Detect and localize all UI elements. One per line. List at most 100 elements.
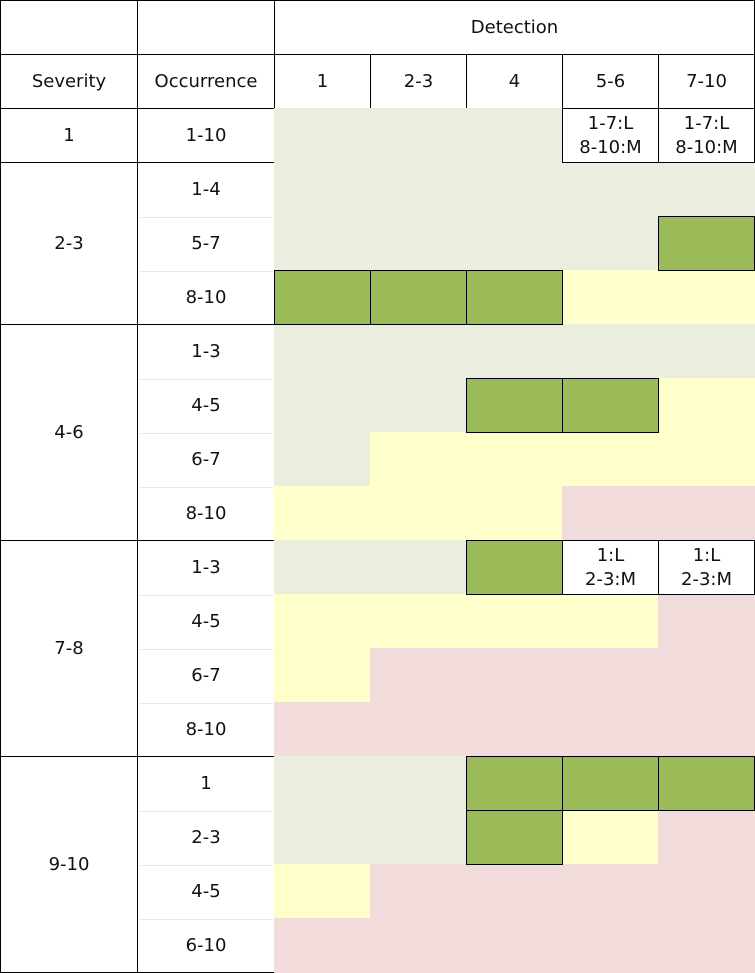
occurrence-cell: 4-5 [139,865,273,918]
risk-cell [370,594,467,649]
occurrence-cell: 4-5 [139,379,273,432]
occurrence-cell: 8-10 [139,703,273,756]
note-cell: 1:L 2-3:M [562,540,659,595]
occurrence-cell: 1-10 [185,124,227,146]
occurrence-cell: 1-3 [191,340,221,362]
risk-cell [562,810,659,865]
cell-line: 8-10:M [675,136,738,158]
risk-cell [370,162,467,217]
occurrence-cell: 1-4 [191,178,221,200]
high-cell [466,810,563,865]
risk-cell [370,864,467,919]
risk-cell [274,594,371,649]
risk-cell [562,648,659,703]
risk-cell [658,270,755,325]
risk-cell [274,432,371,487]
cell-line: 2-3:M [681,568,732,590]
risk-cell [370,432,467,487]
cell-line: 1-7:L [587,112,634,134]
detection-level: 4 [466,54,563,109]
risk-cell [562,702,659,757]
risk-cell [274,378,371,433]
occurrence-cell: 6-10 [139,919,273,972]
risk-cell [658,162,755,217]
risk-cell [562,864,659,919]
risk-cell [274,702,371,757]
header-blank [137,0,275,55]
risk-cell [466,702,563,757]
risk-cell [274,486,371,541]
high-cell [658,756,755,811]
risk-cell [658,378,755,433]
cell-line: 1-7:L [683,112,730,134]
high-cell [370,270,467,325]
occurrence-cell: 8-10 [139,271,273,324]
risk-cell [562,270,659,325]
severity-cell: 7-8 [0,540,138,757]
risk-cell [562,594,659,649]
occurrence-header: Occurrence [137,54,275,109]
risk-cell [274,810,371,865]
high-cell [562,378,659,433]
risk-cell [658,702,755,757]
severity-cell: 1 [0,108,138,163]
high-cell [562,756,659,811]
risk-cell [658,918,755,973]
detection-level: 1 [274,54,371,109]
note-cell: 1-7:L 8-10:M [562,108,659,163]
risk-cell [562,432,659,487]
risk-cell [370,810,467,865]
risk-cell [658,810,755,865]
high-cell [466,378,563,433]
detection-level: 5-6 [562,54,659,109]
occurrence-cell: 5-7 [139,217,273,270]
risk-cell [370,702,467,757]
cell-line: 1:L [596,544,625,566]
risk-cell [658,486,755,541]
risk-cell [658,864,755,919]
risk-cell [370,918,467,973]
risk-cell [466,648,563,703]
risk-cell [562,162,659,217]
severity-cell: 2-3 [0,162,138,325]
high-cell [466,540,563,595]
risk-cell [370,216,467,271]
risk-cell [370,648,467,703]
risk-cell [370,378,467,433]
detection-header: Detection [274,0,755,55]
risk-cell [466,594,563,649]
header-blank [0,0,138,55]
severity-cell: 4-6 [0,324,138,541]
high-cell [274,270,371,325]
occurrence-cell: 4-5 [139,595,273,648]
occurrence-cell: 6-7 [139,433,273,486]
risk-cell [466,108,563,163]
note-cell: 1:L 2-3:M [658,540,755,595]
severity-cell: 9-10 [0,756,138,973]
risk-cell [274,108,371,163]
risk-cell [562,324,659,379]
risk-cell [562,216,659,271]
risk-cell [466,486,563,541]
risk-cell [274,216,371,271]
note-cell: 1-7:L 8-10:M [658,108,755,163]
high-cell [658,216,755,271]
risk-cell [562,486,659,541]
risk-cell [274,324,371,379]
occurrence-cell: 6-7 [139,649,273,702]
risk-cell [658,324,755,379]
risk-cell [370,324,467,379]
occurrence-cell: 1-3 [191,556,221,578]
severity-header: Severity [0,54,138,109]
risk-cell [274,864,371,919]
risk-cell [466,918,563,973]
risk-cell [562,918,659,973]
occurrence-cell: 1 [200,772,212,794]
risk-cell [370,756,467,811]
risk-cell [658,594,755,649]
cell-line: 2-3:M [585,568,636,590]
detection-level: 2-3 [370,54,467,109]
risk-cell [658,432,755,487]
risk-cell [370,540,467,595]
